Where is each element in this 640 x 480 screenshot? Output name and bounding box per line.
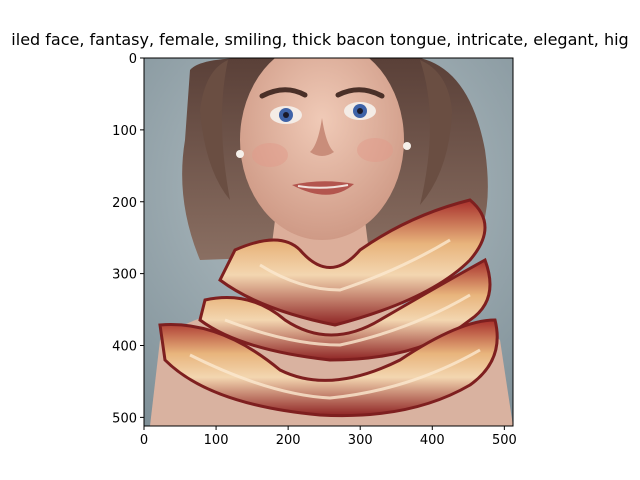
y-axis-ticks: 0 100 200 300 400 500 <box>112 52 144 426</box>
axes-frame <box>143 57 514 427</box>
y-tick-label: 200 <box>112 196 137 211</box>
plot-title: iled face, fantasy, female, smiling, thi… <box>11 30 629 49</box>
y-tick-label: 300 <box>112 268 137 283</box>
portrait-image <box>144 58 513 426</box>
y-tick-label: 400 <box>112 340 137 355</box>
x-axis-ticks: 0 100 200 300 400 500 <box>140 426 517 448</box>
x-tick-label: 500 <box>492 433 517 448</box>
x-tick-label: 100 <box>204 433 229 448</box>
y-tick-label: 0 <box>129 52 137 67</box>
x-tick-label: 200 <box>276 433 301 448</box>
x-tick-label: 300 <box>348 433 373 448</box>
y-tick-label: 100 <box>112 124 137 139</box>
x-tick-label: 400 <box>420 433 445 448</box>
x-tick-label: 0 <box>140 433 148 448</box>
y-tick-label: 500 <box>112 411 137 426</box>
